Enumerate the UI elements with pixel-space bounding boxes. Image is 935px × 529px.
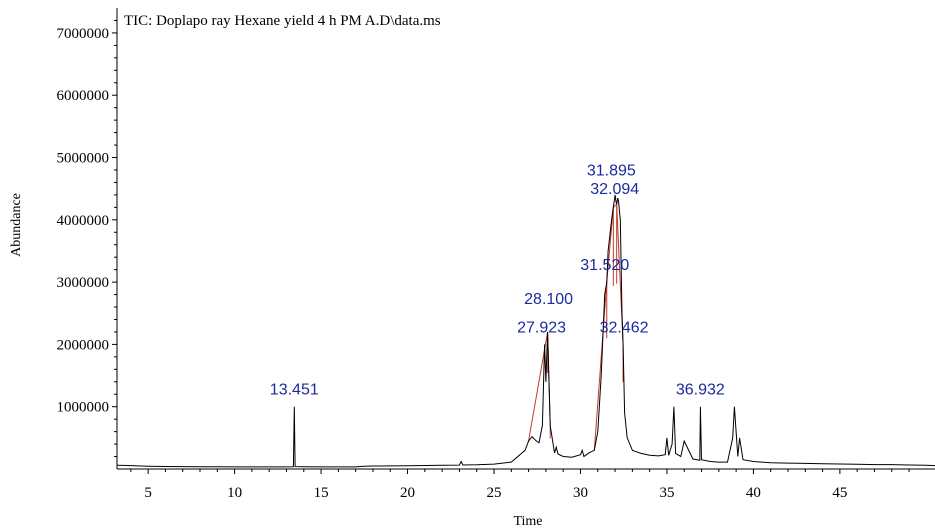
peak-label: 27.923 — [517, 319, 566, 336]
y-tick-label: 5000000 — [57, 151, 110, 167]
peak-label: 32.094 — [590, 181, 639, 198]
y-axis-title: Abundance — [9, 193, 24, 257]
peak-label: 32.462 — [600, 319, 649, 336]
x-tick-label: 35 — [659, 485, 674, 501]
y-tick-label: 2000000 — [57, 337, 110, 353]
chart-title: TIC: Doplapo ray Hexane yield 4 h PM A.D… — [124, 13, 441, 29]
y-tick-label: 3000000 — [57, 275, 110, 291]
y-tick-label: 7000000 — [57, 26, 110, 42]
y-tick-label: 6000000 — [57, 88, 110, 104]
x-axis-title: Time — [513, 514, 542, 529]
x-tick-label: 40 — [746, 485, 761, 501]
y-tick-label: 4000000 — [57, 213, 110, 229]
peak-label: 28.100 — [524, 291, 573, 308]
x-tick-label: 15 — [314, 485, 329, 501]
peak-label: 31.520 — [580, 257, 629, 274]
x-tick-label: 5 — [144, 485, 152, 501]
integration-baseline — [593, 282, 608, 451]
x-tick-label: 30 — [573, 485, 588, 501]
integration-baseline — [612, 203, 618, 208]
y-tick-label: 1000000 — [57, 400, 110, 416]
x-tick-label: 20 — [400, 485, 415, 501]
peak-labels: 13.451 27.923 28.100 31.520 31.895 32.094 32.4… — [270, 162, 725, 398]
axes: 5 10 15 20 25 30 35 40 45 1000000 2000000 3000000 40… — [57, 8, 935, 501]
x-tick-label: 45 — [832, 485, 847, 501]
tic-trace-line — [116, 194, 935, 468]
x-tick-label: 10 — [227, 485, 242, 501]
peak-label: 31.895 — [587, 162, 636, 179]
peak-label: 13.451 — [270, 382, 319, 399]
peak-label: 36.932 — [676, 382, 725, 399]
x-tick-label: 25 — [487, 485, 502, 501]
integration-baseline — [606, 207, 614, 283]
